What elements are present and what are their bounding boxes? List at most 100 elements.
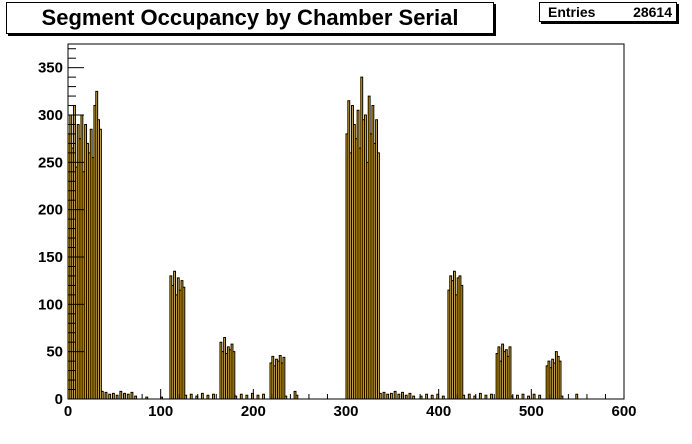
- histogram-bar: [88, 152, 91, 399]
- histogram-bar: [207, 395, 209, 399]
- histogram-bar: [442, 396, 445, 399]
- histogram-bar: [455, 294, 458, 399]
- histogram-bar: [420, 396, 422, 399]
- histogram-bar: [546, 365, 549, 399]
- histogram-bar: [273, 365, 276, 399]
- histogram-bar: [225, 353, 228, 399]
- y-tick-label: 150: [38, 249, 63, 266]
- histogram-bar: [503, 351, 506, 399]
- histogram-bar: [551, 359, 554, 399]
- histogram-bar: [431, 395, 434, 399]
- histogram-bar: [82, 171, 85, 399]
- histogram-bar: [346, 133, 348, 399]
- histogram-bar: [77, 124, 80, 399]
- histogram-bar: [351, 105, 354, 400]
- histogram-bar: [347, 100, 350, 400]
- histogram-bar: [257, 395, 259, 399]
- histogram-bar: [507, 356, 510, 399]
- histogram-bar: [436, 394, 439, 399]
- histogram-bar: [71, 148, 74, 399]
- histogram-bar: [229, 349, 232, 399]
- histogram-bar: [368, 96, 371, 400]
- histogram-bar: [105, 392, 107, 399]
- histogram-bar: [449, 275, 452, 399]
- histogram-bar: [231, 344, 233, 399]
- histogram-bar: [353, 124, 356, 399]
- x-tick-label: 0: [64, 403, 72, 420]
- histogram-bar: [245, 395, 248, 399]
- x-tick-label: 500: [519, 403, 544, 420]
- histogram-bar: [86, 143, 89, 399]
- histogram-bar: [270, 363, 272, 399]
- histogram-bar: [251, 393, 254, 399]
- histogram-bar: [145, 397, 148, 399]
- histogram-bar: [394, 391, 397, 399]
- histogram-bar: [173, 271, 176, 399]
- y-tick-label: 100: [38, 296, 63, 313]
- histogram-bar: [262, 394, 265, 399]
- histogram-bar: [505, 349, 508, 399]
- y-tick-label: 200: [38, 202, 63, 219]
- histogram-bar: [90, 129, 93, 399]
- histogram-bar: [460, 285, 463, 399]
- histogram-bar: [112, 393, 115, 399]
- histogram-bar: [364, 115, 367, 399]
- histogram-bar: [123, 393, 126, 399]
- histogram-bar: [468, 394, 471, 399]
- histogram-bar: [559, 361, 561, 399]
- y-tick-label: 350: [38, 60, 63, 77]
- histogram-bar: [190, 394, 193, 399]
- histogram-bar: [390, 393, 393, 399]
- histogram-bar: [447, 290, 450, 399]
- x-tick-label: 100: [148, 403, 173, 420]
- histogram-bar: [575, 394, 578, 399]
- histogram-bar: [459, 275, 461, 399]
- histogram-bar: [509, 346, 511, 399]
- histogram-bar: [184, 395, 187, 399]
- histogram-bar: [119, 391, 122, 399]
- histogram-bar: [397, 394, 400, 399]
- histogram-bar: [497, 346, 500, 399]
- histogram-bar: [401, 392, 404, 399]
- histogram-bar: [386, 394, 389, 399]
- histogram-bar: [533, 394, 536, 399]
- histogram-bar: [383, 392, 385, 399]
- histogram-bar: [358, 148, 361, 399]
- histogram-bar: [175, 294, 178, 399]
- y-tick-label: 250: [38, 154, 63, 171]
- stats-box: Entries 28614: [539, 2, 677, 22]
- x-tick-label: 300: [333, 403, 358, 420]
- histogram-bar: [349, 152, 352, 399]
- histogram-bar: [377, 152, 380, 399]
- histogram-bar: [281, 363, 283, 399]
- histogram-bar: [412, 396, 415, 399]
- histogram-bar: [451, 280, 454, 399]
- histogram-bar: [181, 280, 183, 399]
- histogram-bar: [479, 393, 482, 399]
- y-axis-ticks: 0 50 100 150 200 250 300 350: [38, 48, 84, 408]
- histogram-bar: [171, 285, 174, 399]
- histogram-bar: [284, 396, 287, 399]
- histogram-bar: [355, 138, 358, 399]
- histogram-bar: [522, 394, 524, 399]
- histogram-bar: [234, 396, 237, 399]
- histogram-bar: [93, 105, 96, 400]
- histogram-bar: [75, 167, 78, 399]
- histogram-bar: [527, 396, 530, 399]
- x-tick-label: 400: [426, 403, 451, 420]
- histogram-bar: [116, 395, 119, 399]
- histogram-bar: [357, 110, 359, 400]
- histogram-bar: [127, 394, 130, 399]
- stats-label: Entries: [548, 4, 596, 20]
- histogram-bar: [95, 91, 98, 399]
- histogram-bar: [97, 119, 100, 399]
- stats-value: 28614: [633, 4, 672, 20]
- histogram-bar: [499, 361, 502, 399]
- histogram-bar: [277, 361, 280, 399]
- chart-title: Segment Occupancy by Chamber Serial: [6, 2, 494, 34]
- histogram-bar: [279, 355, 282, 399]
- histogram-bar: [240, 394, 243, 399]
- histogram-bar: [496, 353, 498, 399]
- histogram-bar: [108, 394, 111, 399]
